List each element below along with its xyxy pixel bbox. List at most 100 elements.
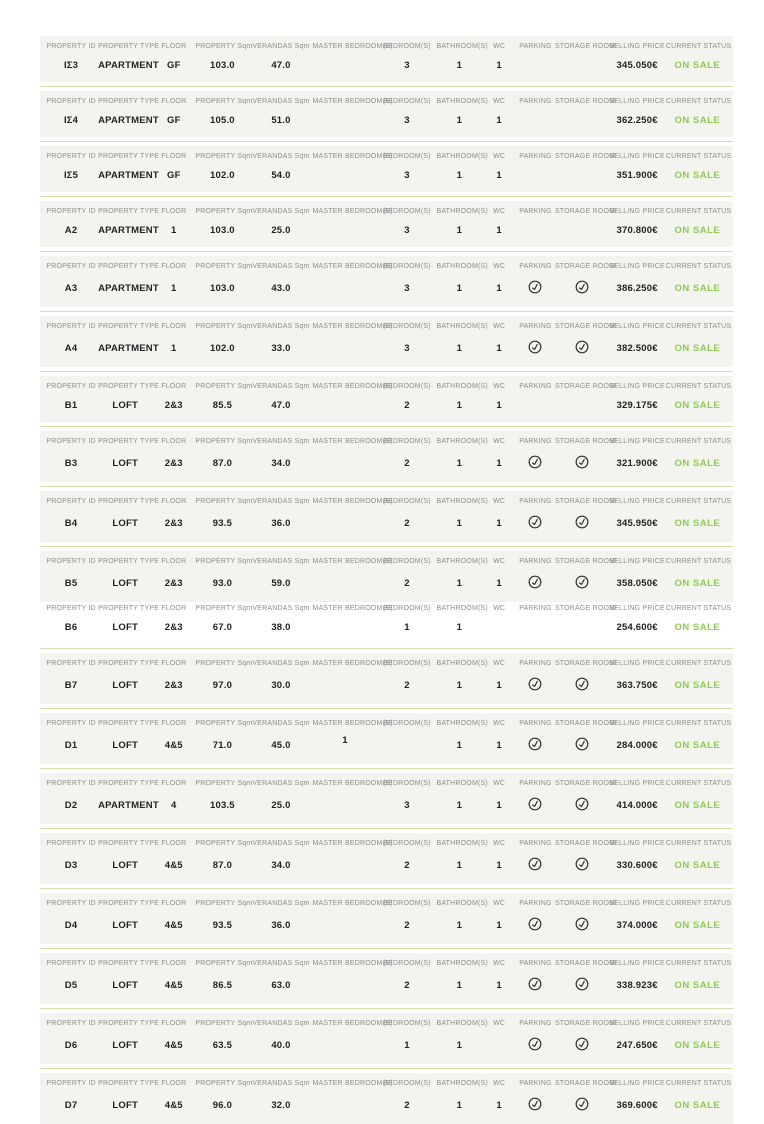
column-header-current-status: CURRENT STATUS xyxy=(665,98,732,105)
check-circle-icon xyxy=(528,340,542,354)
cell-storage-room xyxy=(555,575,608,593)
column-header-verandas-sqm: VERANDAS Sqm xyxy=(252,900,310,907)
column-header-floor: FLOOR xyxy=(161,720,187,727)
check-circle-icon xyxy=(575,737,589,751)
column-header-storage-room: STORAGE ROOM xyxy=(554,960,616,967)
cell-bathrooms: 1 xyxy=(456,115,463,126)
cell-property-type: LOFT xyxy=(112,859,138,871)
column-header-verandas-sqm: VERANDAS Sqm xyxy=(252,43,310,50)
cell-floor: 4&5 xyxy=(164,979,183,991)
table-row: A4 APARTMENT 1 102.0 33.0 3 1 1 382.500€… xyxy=(44,340,729,358)
row-divider xyxy=(40,888,733,889)
property-block: PROPERTY ID PROPERTY TYPE FLOOR PROPERTY… xyxy=(40,36,733,82)
column-header-bathrooms: BATHROOM(S) xyxy=(436,43,488,50)
column-header-row: PROPERTY ID PROPERTY TYPE FLOOR PROPERTY… xyxy=(44,1019,731,1028)
cell-bedrooms: 2 xyxy=(404,1099,410,1111)
column-header-parking: PARKING xyxy=(519,153,552,160)
row-divider xyxy=(40,196,733,197)
check-circle-icon xyxy=(575,677,589,691)
cell-selling-price: 370.800€ xyxy=(616,225,658,236)
column-header-wc: WC xyxy=(493,780,506,787)
cell-bathrooms: 1 xyxy=(456,60,463,71)
cell-storage-room xyxy=(555,797,608,815)
cell-storage-room xyxy=(555,917,608,935)
cell-bedrooms: 3 xyxy=(404,115,410,126)
column-header-property-type: PROPERTY TYPE xyxy=(98,438,160,445)
cell-property-type: APARTMENT xyxy=(98,60,159,71)
row-divider xyxy=(40,648,733,649)
check-circle-icon xyxy=(575,280,589,294)
cell-verandas-sqm: 54.0 xyxy=(271,170,291,181)
table-row: D1 LOFT 4&5 71.0 45.0 1 1 1 284.000€ ON … xyxy=(44,734,729,755)
cell-property-type: LOFT xyxy=(112,1039,138,1051)
cell-property-type: LOFT xyxy=(112,622,138,633)
column-header-current-status: CURRENT STATUS xyxy=(665,720,732,727)
column-header-property-type: PROPERTY TYPE xyxy=(98,960,160,967)
column-header-property-type: PROPERTY TYPE xyxy=(98,660,160,667)
column-header-master-bedrooms: MASTER BEDROOM(S) xyxy=(312,263,393,270)
column-header-floor: FLOOR xyxy=(161,900,187,907)
cell-bedrooms: 2 xyxy=(404,919,410,931)
column-header-wc: WC xyxy=(493,1020,506,1027)
column-header-row: PROPERTY ID PROPERTY TYPE FLOOR PROPERTY… xyxy=(44,437,731,446)
column-header-master-bedrooms: MASTER BEDROOM(S) xyxy=(312,780,393,787)
cell-storage-room xyxy=(555,115,608,128)
cell-property-type: APARTMENT xyxy=(98,282,159,294)
column-header-bathrooms: BATHROOM(S) xyxy=(436,323,488,330)
cell-parking xyxy=(516,977,555,995)
cell-property-type: LOFT xyxy=(112,739,138,751)
cell-floor: 2&3 xyxy=(164,622,183,633)
property-block: PROPERTY ID PROPERTY TYPE FLOOR PROPERTY… xyxy=(40,256,733,307)
column-header-property-id: PROPERTY ID xyxy=(46,153,96,160)
column-header-verandas-sqm: VERANDAS Sqm xyxy=(252,323,310,330)
cell-master-bedrooms xyxy=(312,980,377,993)
column-header-storage-room: STORAGE ROOM xyxy=(554,558,616,565)
column-header-selling-price: SELLING PRICE xyxy=(609,1080,665,1087)
cell-property-id: A4 xyxy=(64,342,78,354)
check-circle-icon xyxy=(575,1037,589,1051)
cell-master-bedrooms xyxy=(312,343,377,356)
column-header-bedrooms: BEDROOM(S) xyxy=(383,558,431,565)
cell-property-sqm: 63.5 xyxy=(212,1039,233,1051)
property-block: PROPERTY ID PROPERTY TYPE FLOOR PROPERTY… xyxy=(40,316,733,367)
cell-verandas-sqm: 63.0 xyxy=(271,979,291,991)
column-header-floor: FLOOR xyxy=(161,840,187,847)
column-header-verandas-sqm: VERANDAS Sqm xyxy=(252,98,310,105)
cell-selling-price: 386.250€ xyxy=(616,282,658,294)
cell-master-bedrooms: 1 xyxy=(342,734,348,746)
cell-parking xyxy=(516,455,555,473)
column-header-parking: PARKING xyxy=(519,263,552,270)
column-header-bathrooms: BATHROOM(S) xyxy=(436,98,488,105)
cell-bedrooms: 2 xyxy=(404,400,410,411)
column-header-property-type: PROPERTY TYPE xyxy=(98,153,160,160)
cell-property-sqm: 102.0 xyxy=(210,170,235,181)
column-header-parking: PARKING xyxy=(519,323,552,330)
cell-master-bedrooms xyxy=(312,60,377,73)
column-header-verandas-sqm: VERANDAS Sqm xyxy=(252,498,310,505)
column-header-master-bedrooms: MASTER BEDROOM(S) xyxy=(312,1020,393,1027)
cell-bedrooms: 1 xyxy=(404,622,410,633)
column-header-master-bedrooms: MASTER BEDROOM(S) xyxy=(312,558,393,565)
table-row: D2 APARTMENT 4 103.5 25.0 3 1 1 414.000€… xyxy=(44,797,729,815)
column-header-bathrooms: BATHROOM(S) xyxy=(436,840,488,847)
column-header-current-status: CURRENT STATUS xyxy=(665,960,732,967)
table-row: B4 LOFT 2&3 93.5 36.0 2 1 1 345.950€ ON … xyxy=(44,515,729,533)
check-circle-icon xyxy=(528,737,542,751)
column-header-storage-room: STORAGE ROOM xyxy=(554,900,616,907)
cell-storage-room xyxy=(555,280,608,298)
column-header-row: PROPERTY ID PROPERTY TYPE FLOOR PROPERTY… xyxy=(44,42,731,51)
column-header-bedrooms: BEDROOM(S) xyxy=(383,605,431,612)
column-header-storage-room: STORAGE ROOM xyxy=(554,383,616,390)
column-header-bedrooms: BEDROOM(S) xyxy=(383,840,431,847)
column-header-verandas-sqm: VERANDAS Sqm xyxy=(252,1020,310,1027)
column-header-wc: WC xyxy=(493,98,506,105)
cell-property-id: B3 xyxy=(64,457,78,469)
cell-floor: 4&5 xyxy=(164,919,183,931)
table-row: B5 LOFT 2&3 93.0 59.0 2 1 1 358.050€ ON … xyxy=(44,575,729,593)
column-header-current-status: CURRENT STATUS xyxy=(665,900,732,907)
column-header-property-type: PROPERTY TYPE xyxy=(98,780,160,787)
column-header-row: PROPERTY ID PROPERTY TYPE FLOOR PROPERTY… xyxy=(44,779,731,788)
cell-property-sqm: 86.5 xyxy=(212,979,233,991)
column-header-property-type: PROPERTY TYPE xyxy=(98,605,160,612)
table-row: B1 LOFT 2&3 85.5 47.0 2 1 1 329.175€ ON … xyxy=(44,400,729,413)
